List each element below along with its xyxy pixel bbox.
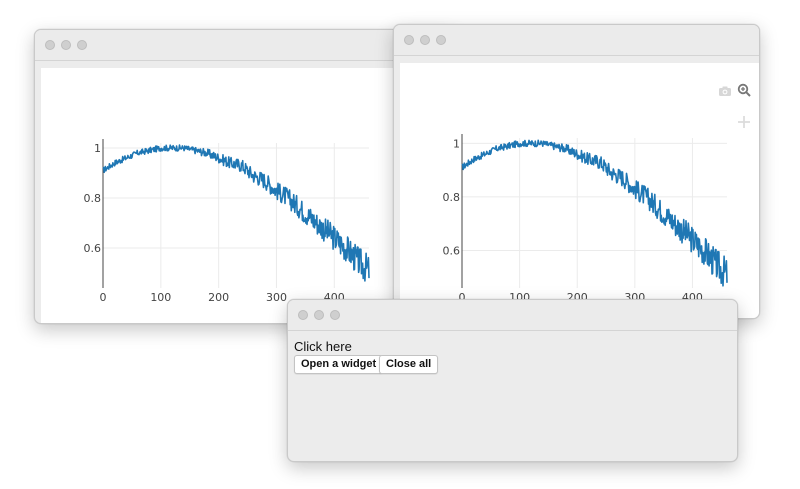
right-window-titlebar[interactable]	[394, 25, 759, 56]
control-window: Click here Open a widget Close all	[287, 299, 738, 462]
y-tick-label: 0.8	[84, 192, 102, 205]
minimize-window-dot[interactable]	[314, 310, 324, 320]
zoom-icon[interactable]	[737, 83, 751, 97]
control-window-titlebar[interactable]	[288, 300, 737, 331]
x-tick-label: 300	[266, 291, 287, 304]
close-all-button[interactable]: Close all	[379, 355, 439, 374]
right-chart-window: 0 100 200 300 400 0.6 0.8 1	[393, 24, 760, 319]
camera-icon[interactable]	[718, 84, 732, 98]
open-widget-button[interactable]: Open a widget	[294, 355, 384, 374]
left-window-titlebar[interactable]	[35, 30, 455, 61]
minimize-window-dot[interactable]	[420, 35, 430, 45]
control-content: Click here Open a widget Close all	[288, 331, 737, 461]
close-window-dot[interactable]	[404, 35, 414, 45]
zoom-window-dot[interactable]	[330, 310, 340, 320]
x-tick-label: 200	[208, 291, 229, 304]
left-chart-window: 0 100 200 300 400 0.6 0.8 1	[34, 29, 456, 324]
y-tick-label: 0.8	[443, 191, 461, 204]
close-window-dot[interactable]	[45, 40, 55, 50]
x-tick-label: 0	[459, 291, 466, 304]
zoom-window-dot[interactable]	[436, 35, 446, 45]
y-tick-label: 1	[453, 137, 460, 150]
close-window-dot[interactable]	[298, 310, 308, 320]
y-tick-label: 1	[94, 142, 101, 155]
left-plot-area[interactable]: 0 100 200 300 400 0.6 0.8 1	[41, 68, 455, 323]
x-tick-label: 0	[100, 291, 107, 304]
right-plot-area[interactable]: 0 100 200 300 400 0.6 0.8 1	[400, 63, 759, 318]
y-tick-label: 0.6	[443, 245, 461, 258]
zoom-window-dot[interactable]	[77, 40, 87, 50]
pan-icon[interactable]	[737, 115, 751, 129]
minimize-window-dot[interactable]	[61, 40, 71, 50]
x-tick-label: 100	[150, 291, 171, 304]
y-tick-label: 0.6	[84, 242, 102, 255]
series-line[interactable]	[461, 139, 728, 287]
click-here-label: Click here	[294, 339, 352, 354]
series-line[interactable]	[102, 144, 370, 282]
